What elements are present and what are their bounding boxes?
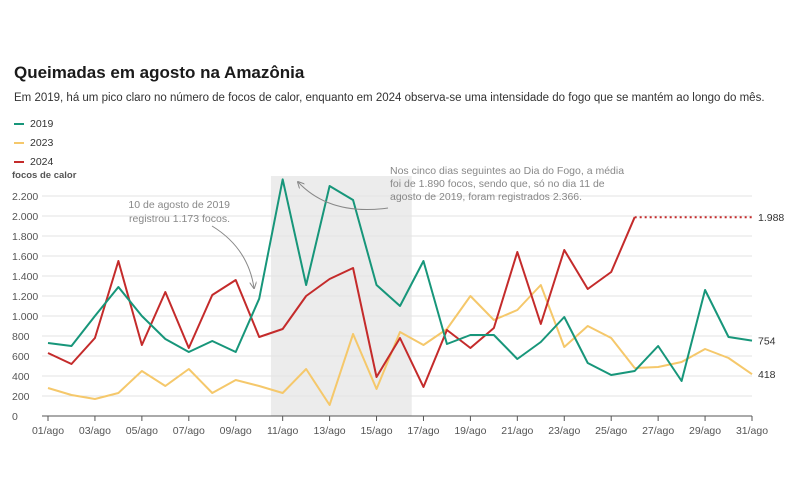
annotation-left-line: registrou 1.173 focos. bbox=[129, 213, 230, 225]
annotation-arrow-right bbox=[298, 182, 389, 211]
annotation-arrow-left bbox=[211, 225, 254, 288]
y-tick-label: 400 bbox=[12, 371, 30, 383]
x-tick-label: 29/ago bbox=[689, 425, 721, 437]
chart-title: Queimadas em agosto na Amazônia bbox=[14, 63, 305, 82]
y-tick-label: 200 bbox=[12, 391, 30, 403]
legend-swatch-2024 bbox=[14, 160, 24, 163]
annotation-right-line: foi de 1.890 focos, sendo que, só no dia… bbox=[390, 178, 605, 190]
x-tick-label: 17/ago bbox=[407, 425, 439, 437]
y-tick-label: 0 bbox=[12, 411, 18, 423]
chart-subtitle: Em 2019, há um pico claro no número de f… bbox=[14, 92, 765, 104]
y-tick-label: 1.200 bbox=[12, 291, 38, 303]
x-tick-label: 11/ago bbox=[267, 425, 298, 437]
y-tick-label: 1.600 bbox=[12, 251, 38, 263]
y-axis-title: focos de calor bbox=[12, 170, 77, 181]
annotation-right-line: Nos cinco dias seguintes ao Dia do Fogo,… bbox=[390, 165, 624, 177]
y-tick-label: 1.000 bbox=[12, 311, 38, 323]
series-line-2023 bbox=[47, 284, 753, 406]
series-line-2024 bbox=[47, 216, 636, 388]
y-tick-label: 600 bbox=[12, 351, 30, 363]
end-label-2024: 1.988 bbox=[758, 212, 784, 224]
legend-label-2023: 2023 bbox=[30, 136, 54, 149]
legend-item-2023: 2023 bbox=[14, 133, 53, 152]
series-line-2019 bbox=[47, 178, 753, 382]
x-tick-label: 07/ago bbox=[173, 425, 205, 437]
legend-label-2024: 2024 bbox=[30, 155, 54, 168]
legend-swatch-2023 bbox=[14, 141, 24, 144]
x-tick-label: 01/ago bbox=[32, 425, 64, 437]
legend-label-2019: 2019 bbox=[30, 117, 54, 130]
y-tick-label: 2.000 bbox=[12, 211, 38, 223]
x-tick-label: 13/ago bbox=[314, 425, 346, 437]
x-tick-label: 15/ago bbox=[360, 425, 392, 437]
x-tick-label: 27/ago bbox=[642, 425, 674, 437]
legend-swatch-2019 bbox=[14, 122, 24, 125]
y-tick-label: 1.400 bbox=[12, 271, 38, 283]
y-tick-label: 1.800 bbox=[12, 231, 38, 243]
x-tick-label: 03/ago bbox=[79, 425, 111, 437]
y-tick-label: 800 bbox=[12, 331, 30, 343]
legend-item-2024: 2024 bbox=[14, 152, 53, 171]
x-tick-label: 31/ago bbox=[736, 425, 768, 437]
x-tick-label: 19/ago bbox=[454, 425, 486, 437]
x-tick-label: 25/ago bbox=[595, 425, 627, 437]
legend-item-2019: 2019 bbox=[14, 114, 53, 133]
x-tick-label: 09/ago bbox=[220, 425, 252, 437]
y-tick-label: 2.200 bbox=[12, 191, 38, 203]
annotation-right-line: agosto de 2019, foram registrados 2.366. bbox=[390, 191, 582, 203]
x-tick-label: 21/ago bbox=[501, 425, 533, 437]
end-label-2023: 418 bbox=[758, 369, 776, 381]
x-tick-label: 23/ago bbox=[548, 425, 580, 437]
legend: 2019 2023 2024 bbox=[14, 114, 53, 171]
end-label-2019: 754 bbox=[758, 336, 776, 348]
x-tick-label: 05/ago bbox=[126, 425, 158, 437]
annotation-left-line: 10 de agosto de 2019 bbox=[128, 199, 230, 211]
